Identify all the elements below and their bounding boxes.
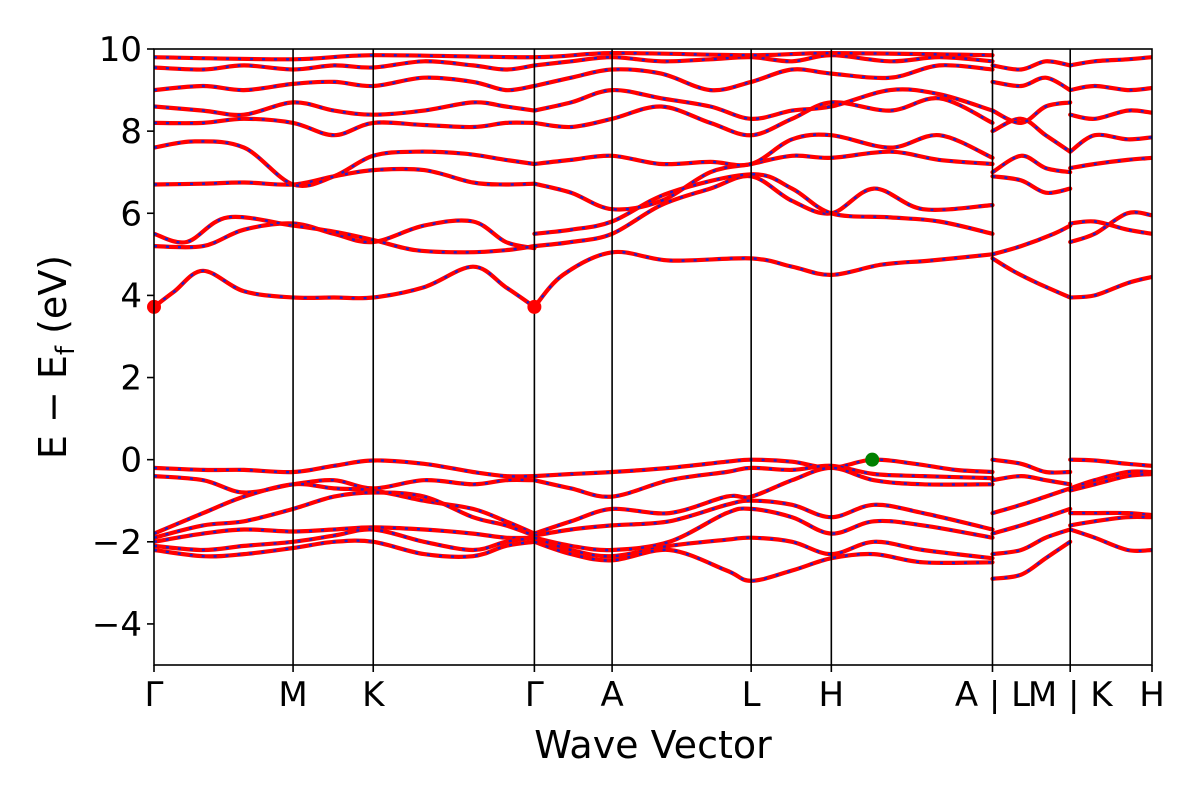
band-line-35 xyxy=(154,458,537,479)
band-overlay-33 xyxy=(1069,84,1152,92)
band-line-28 xyxy=(1068,210,1152,245)
y-tick-label-7: 10 xyxy=(99,30,142,70)
y-tick-label-3: 2 xyxy=(120,359,142,399)
y-tick-label-5: 6 xyxy=(120,194,142,234)
band-overlay-42 xyxy=(534,499,993,537)
band-overlay-56 xyxy=(1069,470,1152,490)
band-line-60 xyxy=(1068,527,1152,554)
bands-layer xyxy=(154,50,1152,583)
band-overlay-21 xyxy=(992,175,1071,195)
y-tick-label-4: 4 xyxy=(120,276,142,316)
band-overlay-49 xyxy=(992,458,1071,474)
y-axis-title-unit: (eV) xyxy=(31,255,75,346)
y-axis-title-subscript: f xyxy=(51,345,81,355)
y-tick-label-0: −4 xyxy=(92,605,142,645)
band-line-47 xyxy=(154,538,537,559)
band-line-42 xyxy=(532,498,995,538)
y-tick-label-6: 8 xyxy=(120,112,142,152)
band-line-0 xyxy=(154,264,537,309)
band-line-31 xyxy=(1068,132,1152,154)
band-line-13 xyxy=(532,87,995,121)
band-overlay-5 xyxy=(534,173,993,235)
extrema-markers-layer xyxy=(147,299,880,467)
x-tick-label-8: M | K xyxy=(1028,675,1114,715)
band-overlay-29 xyxy=(1070,220,1152,235)
x-tick-label-7: A | L xyxy=(955,675,1030,715)
band-overlay-20 xyxy=(992,224,1071,256)
band-line-3 xyxy=(154,214,537,255)
band-overlay-60 xyxy=(1069,528,1152,553)
vbm-marker-0 xyxy=(865,452,880,467)
y-axis-title: E − Ef (eV) xyxy=(31,255,81,459)
band-overlay-26 xyxy=(992,60,1071,71)
y-axis-title-main: E − E xyxy=(31,355,75,459)
band-overlay-8 xyxy=(154,140,535,188)
band-overlay-34 xyxy=(1069,56,1152,67)
band-overlay-54 xyxy=(992,540,1071,580)
band-overlay-1 xyxy=(533,250,993,308)
x-tick-label-1: M xyxy=(278,675,307,715)
kpoint-lines-layer xyxy=(292,49,1071,665)
band-overlay-30 xyxy=(1069,156,1152,170)
cbm-marker-1 xyxy=(527,299,542,314)
band-overlay-16 xyxy=(154,60,535,71)
band-overlay-50 xyxy=(992,474,1071,486)
y-tick-label-2: 0 xyxy=(120,441,142,481)
band-line-6 xyxy=(154,166,537,187)
band-line-22 xyxy=(990,153,1073,175)
band-overlay-44 xyxy=(534,507,993,552)
band-overlay-27 xyxy=(1070,275,1152,299)
band-line-8 xyxy=(154,139,537,189)
band-overlay-39 xyxy=(154,482,535,535)
band-overlay-59 xyxy=(1069,515,1152,527)
band-line-49 xyxy=(990,457,1073,475)
band-overlay-43 xyxy=(154,526,535,543)
band-line-1 xyxy=(532,249,995,309)
x-tick-label-3: Γ xyxy=(525,675,544,715)
band-overlay-19 xyxy=(991,257,1071,299)
band-line-24 xyxy=(990,100,1073,125)
band-line-25 xyxy=(990,75,1073,93)
y-axis-ticks: −4 −2 0 2 4 6 8 10 xyxy=(92,30,154,645)
band-overlay-32 xyxy=(1069,109,1152,121)
band-overlay-13 xyxy=(534,88,993,121)
band-overlay-2 xyxy=(154,219,535,250)
band-overlay-51 xyxy=(992,487,1071,515)
band-overlay-23 xyxy=(991,117,1071,153)
band-line-58 xyxy=(1068,510,1152,518)
band-line-14 xyxy=(154,75,537,93)
x-tick-label-0: Γ xyxy=(145,675,164,715)
x-axis-title: Wave Vector xyxy=(534,723,772,767)
band-overlay-53 xyxy=(992,528,1071,556)
band-overlay-57 xyxy=(1069,472,1152,492)
y-tick-label-1: −2 xyxy=(92,523,142,563)
band-overlay-7 xyxy=(534,150,993,211)
x-tick-label-2: K xyxy=(362,675,386,715)
band-overlay-35 xyxy=(154,459,535,478)
band-line-55 xyxy=(1068,457,1152,468)
band-line-10 xyxy=(154,116,537,138)
x-axis-ticks: Γ M K Γ A L H A | LM | K H xyxy=(145,665,1165,715)
x-tick-label-6: H xyxy=(819,675,845,715)
band-overlay-25 xyxy=(992,76,1071,92)
band-overlay-41 xyxy=(154,491,535,539)
band-line-37 xyxy=(154,474,537,495)
band-overlay-24 xyxy=(991,101,1071,125)
band-overlay-36 xyxy=(534,458,993,478)
band-overlay-52 xyxy=(992,507,1071,535)
band-line-45 xyxy=(154,527,537,553)
band-line-12 xyxy=(154,100,537,118)
band-line-4 xyxy=(532,173,995,249)
plot-frame xyxy=(153,48,1153,666)
band-line-48 xyxy=(532,539,995,583)
band-overlay-31 xyxy=(1069,133,1152,153)
band-line-21 xyxy=(990,174,1073,196)
x-tick-label-9: H xyxy=(1139,675,1165,715)
band-overlay-11 xyxy=(534,96,994,137)
x-tick-label-5: L xyxy=(742,675,761,715)
x-tick-label-4: A xyxy=(600,675,623,715)
band-line-29 xyxy=(1068,219,1152,236)
